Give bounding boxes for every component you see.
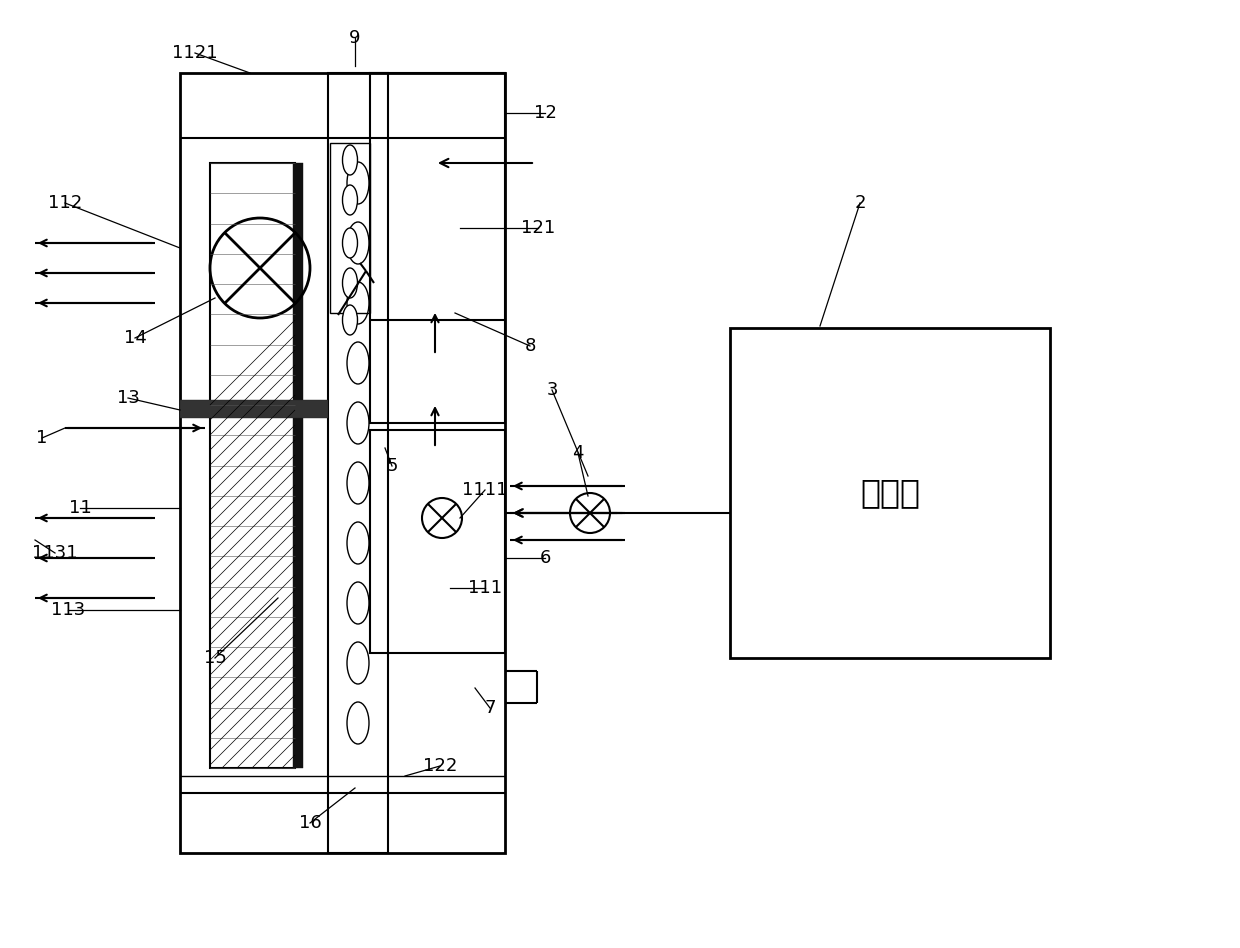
Text: 6: 6 (539, 549, 551, 567)
Ellipse shape (347, 162, 370, 204)
Ellipse shape (342, 145, 357, 175)
Ellipse shape (347, 282, 370, 324)
Bar (293, 163, 303, 768)
Bar (210, 163, 295, 768)
Text: 113: 113 (51, 601, 86, 619)
Text: 112: 112 (48, 194, 82, 212)
Text: 122: 122 (423, 757, 458, 775)
Text: 16: 16 (299, 814, 321, 832)
Text: 1: 1 (36, 429, 47, 447)
Ellipse shape (342, 268, 357, 298)
Ellipse shape (342, 185, 357, 215)
Text: 4: 4 (572, 444, 584, 462)
Bar (329, 73, 388, 853)
Text: 111: 111 (467, 579, 502, 597)
Text: 15: 15 (203, 649, 227, 667)
Text: 3: 3 (547, 381, 558, 399)
Text: 7: 7 (485, 699, 496, 717)
Bar (180, 400, 329, 418)
Bar (180, 73, 505, 853)
Ellipse shape (342, 305, 357, 335)
Ellipse shape (347, 582, 370, 624)
Ellipse shape (347, 462, 370, 504)
Text: 1131: 1131 (32, 544, 78, 562)
Bar (370, 73, 505, 423)
Ellipse shape (347, 222, 370, 264)
Bar (370, 430, 505, 653)
Text: 1111: 1111 (463, 481, 507, 499)
Ellipse shape (347, 342, 370, 384)
Ellipse shape (347, 642, 370, 684)
Text: 11: 11 (68, 499, 92, 517)
Bar (330, 143, 370, 313)
Text: 13: 13 (117, 389, 139, 407)
Text: 8: 8 (525, 337, 536, 355)
Text: 室外机: 室外机 (861, 477, 920, 509)
Ellipse shape (347, 522, 370, 564)
Text: 9: 9 (350, 29, 361, 47)
Text: 1121: 1121 (172, 44, 218, 62)
Ellipse shape (347, 702, 370, 744)
Text: 121: 121 (521, 219, 556, 237)
Text: 12: 12 (533, 104, 557, 122)
Bar (730, 328, 1050, 658)
Ellipse shape (342, 228, 357, 258)
Text: 2: 2 (854, 194, 866, 212)
Text: 5: 5 (386, 457, 398, 475)
Ellipse shape (347, 402, 370, 444)
Text: 14: 14 (124, 329, 146, 347)
